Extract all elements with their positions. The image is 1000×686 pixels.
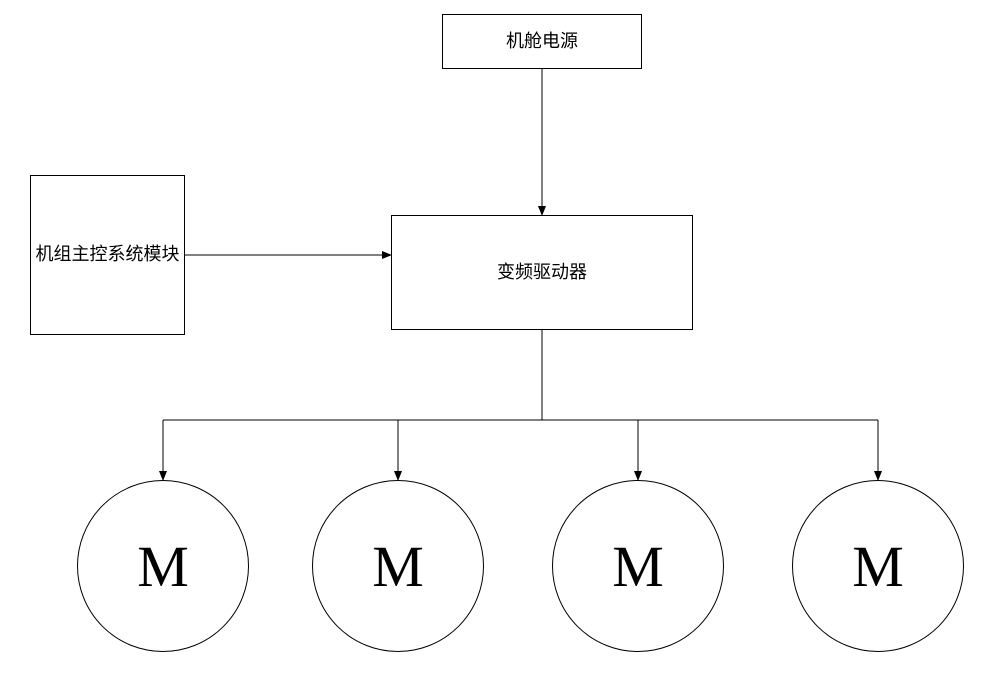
main-control-system-label: 机组主控系统模块 xyxy=(36,244,180,266)
vfd-box: 变频驱动器 xyxy=(391,215,693,330)
motor-label: M xyxy=(137,533,189,600)
nacelle-power-box: 机舱电源 xyxy=(442,14,642,69)
diagram-canvas: 机舱电源 机组主控系统模块 变频驱动器 M M M M xyxy=(0,0,1000,686)
motor-label: M xyxy=(372,533,424,600)
main-control-system-box: 机组主控系统模块 xyxy=(30,175,185,335)
motor-4: M xyxy=(792,480,964,652)
motor-label: M xyxy=(852,533,904,600)
vfd-label: 变频驱动器 xyxy=(497,262,587,284)
motor-3: M xyxy=(552,480,724,652)
motor-label: M xyxy=(612,533,664,600)
motor-2: M xyxy=(312,480,484,652)
motor-1: M xyxy=(77,480,249,652)
nacelle-power-label: 机舱电源 xyxy=(506,31,578,53)
